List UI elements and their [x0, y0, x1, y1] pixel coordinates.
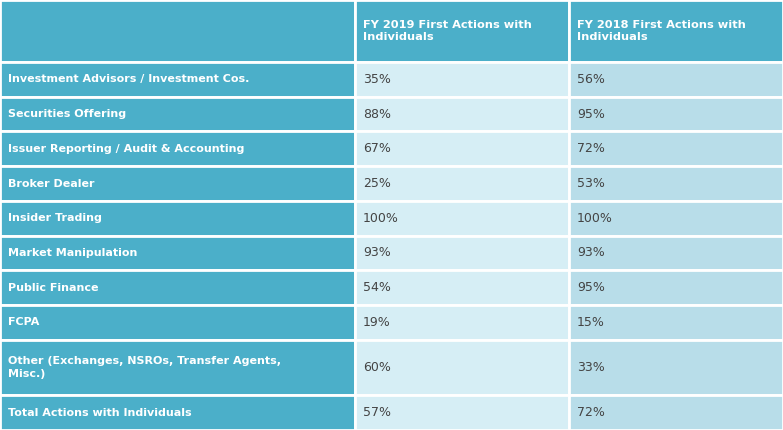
Text: 93%: 93%: [577, 246, 604, 259]
Bar: [0, 62, 355, 97]
Text: 67%: 67%: [363, 142, 391, 155]
Bar: [355, 62, 569, 97]
Bar: [0, 166, 355, 201]
Bar: [569, 201, 783, 236]
Bar: [355, 340, 569, 395]
Text: Other (Exchanges, NSROs, Transfer Agents,
Misc.): Other (Exchanges, NSROs, Transfer Agents…: [8, 356, 281, 379]
Text: Issuer Reporting / Audit & Accounting: Issuer Reporting / Audit & Accounting: [8, 144, 244, 154]
Text: FY 2019 First Actions with
Individuals: FY 2019 First Actions with Individuals: [363, 20, 532, 42]
Text: 100%: 100%: [363, 212, 399, 225]
Text: 35%: 35%: [363, 73, 391, 86]
Bar: [355, 97, 569, 132]
Bar: [0, 132, 355, 166]
Text: 33%: 33%: [577, 361, 604, 374]
Bar: [355, 201, 569, 236]
Text: 93%: 93%: [363, 246, 391, 259]
Bar: [0, 201, 355, 236]
Bar: [0, 270, 355, 305]
Text: Total Actions with Individuals: Total Actions with Individuals: [8, 408, 192, 418]
Bar: [0, 0, 355, 62]
Text: Investment Advisors / Investment Cos.: Investment Advisors / Investment Cos.: [8, 74, 249, 84]
Bar: [569, 97, 783, 132]
Text: 19%: 19%: [363, 316, 391, 329]
Bar: [569, 0, 783, 62]
Text: 25%: 25%: [363, 177, 391, 190]
Text: FY 2018 First Actions with
Individuals: FY 2018 First Actions with Individuals: [577, 20, 746, 42]
Bar: [569, 132, 783, 166]
Text: 54%: 54%: [363, 281, 391, 294]
Bar: [569, 62, 783, 97]
Text: Market Manipulation: Market Manipulation: [8, 248, 137, 258]
Text: 60%: 60%: [363, 361, 391, 374]
Text: Insider Trading: Insider Trading: [8, 213, 102, 223]
Bar: [569, 166, 783, 201]
Bar: [355, 395, 569, 430]
Text: Securities Offering: Securities Offering: [8, 109, 126, 119]
Bar: [355, 305, 569, 340]
Text: FCPA: FCPA: [8, 317, 39, 327]
Text: 100%: 100%: [577, 212, 613, 225]
Text: 88%: 88%: [363, 108, 391, 120]
Text: 15%: 15%: [577, 316, 605, 329]
Bar: [569, 270, 783, 305]
Bar: [355, 270, 569, 305]
Text: 56%: 56%: [577, 73, 605, 86]
Bar: [0, 236, 355, 270]
Text: Public Finance: Public Finance: [8, 283, 99, 293]
Bar: [355, 166, 569, 201]
Bar: [355, 236, 569, 270]
Bar: [0, 340, 355, 395]
Bar: [569, 236, 783, 270]
Text: Broker Dealer: Broker Dealer: [8, 178, 95, 188]
Bar: [569, 305, 783, 340]
Text: 72%: 72%: [577, 142, 605, 155]
Bar: [355, 0, 569, 62]
Text: 57%: 57%: [363, 406, 391, 419]
Bar: [569, 395, 783, 430]
Text: 72%: 72%: [577, 406, 605, 419]
Text: 53%: 53%: [577, 177, 605, 190]
Text: 95%: 95%: [577, 108, 605, 120]
Text: 95%: 95%: [577, 281, 605, 294]
Bar: [0, 97, 355, 132]
Bar: [355, 132, 569, 166]
Bar: [0, 305, 355, 340]
Bar: [0, 395, 355, 430]
Bar: [569, 340, 783, 395]
